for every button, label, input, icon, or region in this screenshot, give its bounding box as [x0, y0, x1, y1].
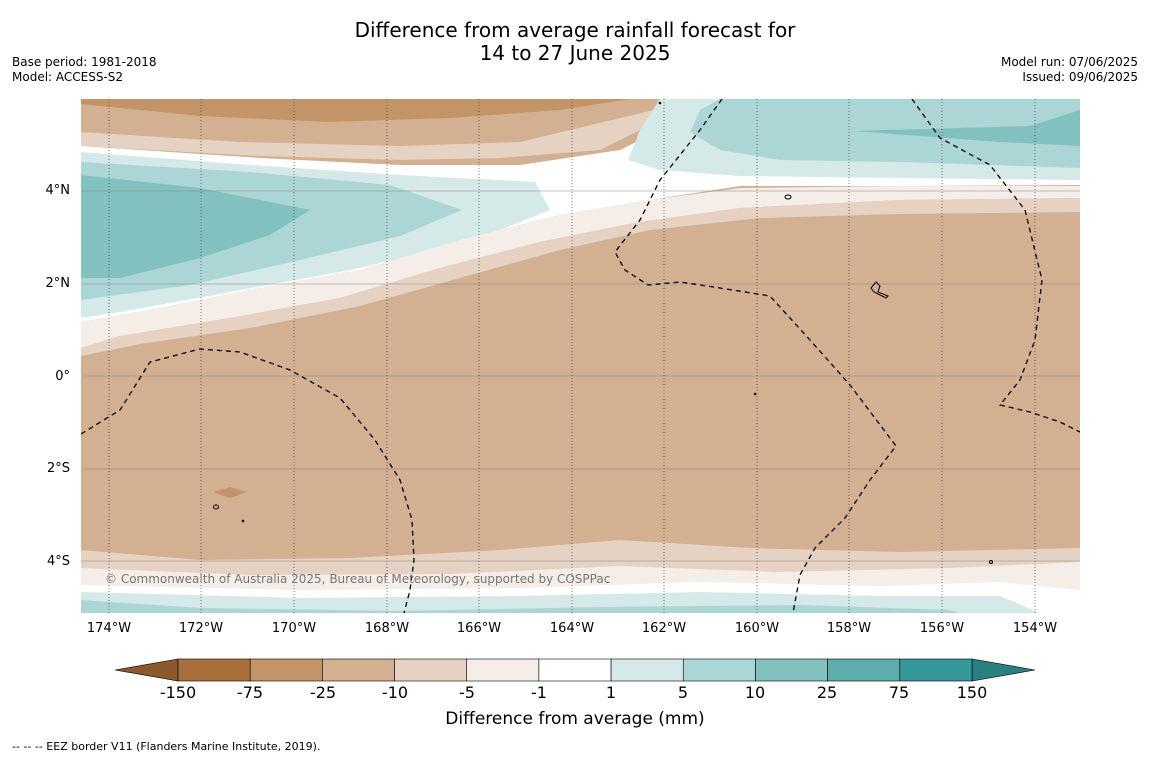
footnote: -- -- -- EEZ border V11 (Flanders Marine…	[12, 740, 321, 753]
island-3	[213, 504, 219, 510]
title-line-2: 14 to 27 June 2025	[479, 41, 671, 65]
colorbar-tick: 5	[677, 683, 689, 702]
contour-light-dry-mid	[81, 186, 1080, 348]
lon-label: 174°W	[86, 621, 132, 636]
colorbar-tick: -1	[531, 683, 547, 702]
colorbar-segment	[538, 658, 612, 682]
contour-ne-wet-2	[690, 99, 1080, 168]
chart-title: Difference from average rainfall forecas…	[0, 19, 1150, 65]
colorbar-tick: -5	[459, 683, 475, 702]
lon-label: 168°W	[364, 621, 410, 636]
island-6	[753, 392, 757, 396]
contour-ne-wet-3	[852, 110, 1080, 146]
colorbar-tick: 10	[744, 683, 766, 702]
colorbar-tick: 75	[888, 683, 910, 702]
colorbar-tick: -75	[236, 683, 264, 702]
colorbar-high-arrow	[971, 658, 1036, 682]
island-5	[989, 560, 993, 564]
issued-date: Issued: 09/06/2025	[1022, 70, 1138, 84]
title-line-1: Difference from average rainfall forecas…	[354, 18, 796, 42]
colorbar-segment	[682, 658, 756, 682]
base-period: Base period: 1981-2018	[12, 55, 157, 69]
colorbar-tick: 25	[816, 683, 838, 702]
colorbar-tick: 1	[605, 683, 617, 702]
islands	[213, 101, 993, 564]
eez-borders	[81, 99, 1080, 613]
colorbar-tick: -10	[381, 683, 409, 702]
model-name: Model: ACCESS-S2	[12, 70, 124, 84]
colorbar-tick: -150	[159, 683, 197, 702]
lon-label: 170°W	[271, 621, 317, 636]
island-7	[658, 101, 662, 105]
copyright-notice: © Commonwealth of Australia 2025, Bureau…	[105, 572, 611, 586]
colorbar-segment	[827, 658, 901, 682]
colorbar-segment	[610, 658, 684, 682]
contour-light-dry-top	[81, 99, 1080, 160]
lon-label: 164°W	[549, 621, 595, 636]
contour-top-drier	[81, 99, 630, 122]
meta-right: Model run: 07/06/2025 Issued: 09/06/2025	[1001, 55, 1138, 85]
island-4	[241, 519, 245, 523]
colorbar-segment	[322, 658, 395, 682]
colorbar-title: Difference from average (mm)	[445, 709, 705, 729]
contour-patch	[213, 487, 247, 498]
colorbar-segment	[466, 658, 540, 682]
meta-left: Base period: 1981-2018 Model: ACCESS-S2	[12, 55, 157, 85]
colorbar-segment	[249, 658, 323, 682]
lat-label: 2°N	[45, 276, 71, 291]
lat-label: 2°S	[46, 461, 70, 476]
lon-label: 166°W	[456, 621, 502, 636]
contour-wet-3	[81, 175, 310, 278]
lon-label: 160°W	[734, 621, 780, 636]
island-2	[870, 281, 889, 299]
map-contours	[81, 99, 1080, 613]
colorbar-segment	[177, 658, 251, 682]
eez-border-east	[911, 99, 1080, 433]
colorbar-segment	[394, 658, 468, 682]
eez-border-west	[81, 348, 415, 613]
lon-label: 162°W	[641, 621, 687, 636]
lat-gridlines	[81, 190, 1080, 562]
lon-label: 156°W	[919, 621, 965, 636]
contour-south-5	[81, 600, 960, 613]
lat-label: 0°	[55, 369, 70, 384]
colorbar	[114, 658, 1036, 682]
eez-border-central	[614, 99, 897, 613]
lon-label: 154°W	[1012, 621, 1058, 636]
colorbar-tick: -25	[309, 683, 337, 702]
colorbar-low-arrow	[114, 658, 179, 682]
colorbar-segment	[899, 658, 973, 682]
colorbar-tick: 150	[956, 683, 988, 702]
model-run: Model run: 07/06/2025	[1000, 55, 1138, 69]
lon-label: 158°W	[826, 621, 872, 636]
lon-label: 172°W	[178, 621, 224, 636]
island-1	[784, 194, 792, 200]
lat-label: 4°S	[46, 554, 70, 569]
lat-label: 4°N	[45, 183, 71, 198]
colorbar-segment	[755, 658, 828, 682]
